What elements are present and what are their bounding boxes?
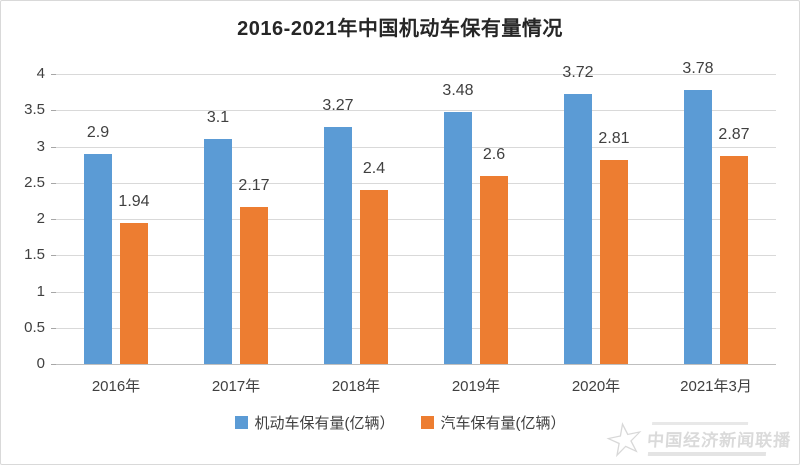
y-axis-label: 2: [36, 210, 45, 227]
bar-value-label: 3.72: [562, 64, 594, 82]
bar-group: 3.72 2.81 2020年: [536, 64, 656, 395]
legend-label: 汽车保有量(亿辆）: [440, 415, 566, 432]
x-axis-label: 2018年: [331, 378, 381, 395]
bar-value-label: 2.4: [362, 160, 386, 177]
bar-series-2: 2.4: [360, 160, 388, 364]
bar-value-label: 2.87: [718, 125, 750, 143]
bar-series-1: 3.78: [682, 60, 714, 364]
gridline: [56, 291, 776, 293]
bar-series-2: 1.94: [118, 193, 150, 364]
legend-item: 机动车保有量(亿辆）: [234, 412, 395, 433]
y-axis-tick: [51, 74, 56, 75]
legend-color-swatch: [234, 416, 248, 429]
y-axis-label: 1.5: [24, 246, 45, 264]
bar-series-1: 3.1: [204, 109, 232, 364]
y-axis-label: 3: [36, 137, 45, 155]
bar-group: 3.27 2.4 2018年: [296, 74, 416, 395]
bar-series-1: 2.9: [84, 124, 112, 364]
y-axis-tick: [51, 182, 56, 184]
bar-group: 2.9 1.94 2016年: [56, 74, 176, 395]
y-axis-label: 0.5: [24, 318, 45, 336]
bar-group: 3.1 2.17 2017年: [176, 74, 296, 395]
legend-label: 机动车保有量(亿辆）: [254, 415, 395, 432]
bar-group: 3.48 2.6 2019年: [416, 74, 536, 395]
gridline: [56, 74, 776, 75]
gridline: [56, 110, 776, 112]
x-axis-label: 2016年: [91, 378, 141, 395]
bar-value-label: 3.48: [442, 81, 474, 99]
gridline: [56, 182, 776, 184]
bar-value-label: 3.78: [682, 59, 714, 77]
chart-title: 2016-2021年中国机动车保有量情况: [237, 18, 563, 40]
bar-series-1: 3.27: [322, 97, 354, 364]
y-axis-tick: [51, 364, 56, 365]
bar-value-label: 2.17: [238, 176, 270, 194]
y-axis-tick: [51, 255, 56, 257]
bar-value-label: 3.27: [322, 96, 354, 114]
bar-group: 3.78 2.87 2021年3月: [656, 60, 776, 395]
bar-series-2: 2.17: [238, 177, 270, 364]
bar-value-label: 2.81: [598, 130, 630, 148]
x-axis-line: [51, 364, 776, 365]
watermark-small-text-bottom: [647, 452, 767, 456]
bar-series-2: 2.81: [598, 130, 630, 364]
x-axis-label: 2017年: [211, 378, 261, 395]
y-axis-tick: [51, 327, 56, 329]
gridline: [56, 146, 776, 148]
gridline: [56, 219, 776, 220]
gridline: [56, 255, 776, 257]
plot-area: 0 0.5 1 1.5 2 2.5 3 3.5 4 2.9 1.94 2016年 3.1 2.17 2017…: [24, 60, 776, 395]
y-axis-label: 0: [36, 355, 45, 372]
gridline: [56, 327, 776, 329]
bar-series-1: 3.48: [442, 82, 474, 364]
bar-series-1: 3.72: [562, 64, 594, 364]
legend: 机动车保有量(亿辆） 汽车保有量(亿辆）: [1, 412, 799, 433]
legend-color-swatch: [420, 416, 434, 429]
y-axis-label: 1: [36, 282, 45, 300]
x-axis-label: 2021年3月: [680, 378, 752, 395]
y-axis-tick: [51, 219, 56, 220]
bar-value-label: 2.6: [482, 145, 506, 163]
bar-series-2: 2.87: [718, 126, 750, 364]
bar-value-label: 3.1: [206, 109, 230, 127]
y-axis-tick: [51, 110, 56, 112]
legend-item: 汽车保有量(亿辆）: [420, 412, 566, 433]
y-axis-label: 2.5: [24, 173, 45, 191]
x-axis-label: 2019年: [451, 378, 501, 395]
bar-value-label: 1.94: [118, 193, 150, 211]
y-axis-tick: [51, 146, 56, 148]
y-axis-label: 4: [36, 65, 45, 82]
bar-value-label: 2.9: [86, 123, 110, 141]
y-axis-label: 3.5: [24, 101, 45, 119]
y-axis-tick: [51, 291, 56, 293]
x-axis-label: 2020年: [571, 378, 621, 395]
bar-series-2: 2.6: [480, 146, 508, 364]
